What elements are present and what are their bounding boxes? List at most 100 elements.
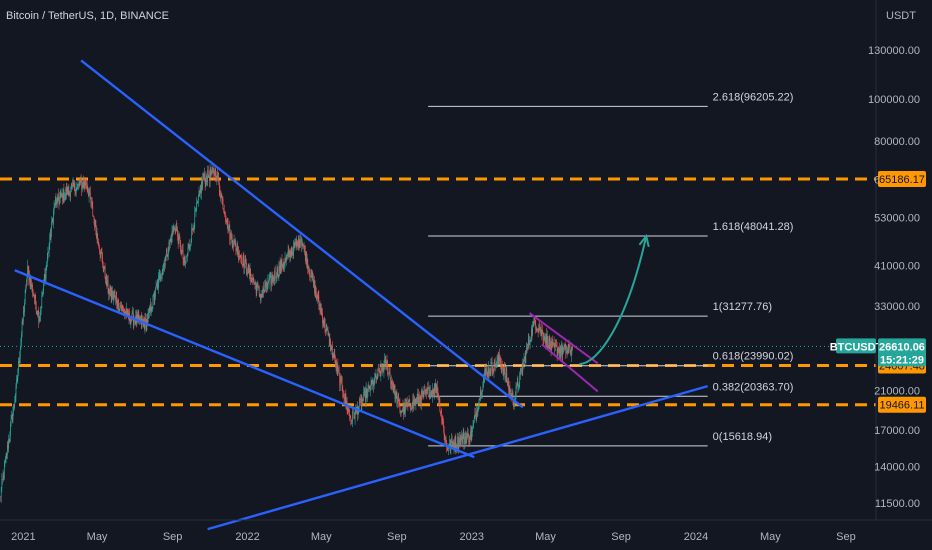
candle-body <box>521 368 523 372</box>
candle <box>182 243 183 253</box>
candle <box>13 404 15 409</box>
candle <box>527 332 529 349</box>
candle-body <box>516 381 518 386</box>
candle <box>7 440 9 452</box>
candle-body <box>285 257 287 261</box>
candle-body <box>10 424 11 436</box>
candle-body <box>133 320 135 326</box>
candle-body <box>206 181 208 183</box>
candle <box>114 288 116 302</box>
candle-body <box>96 233 98 238</box>
candle <box>324 318 326 334</box>
candle-body <box>373 380 374 387</box>
candle <box>369 386 371 393</box>
candle <box>145 312 146 324</box>
candle-body <box>111 290 113 298</box>
candle <box>507 377 509 388</box>
candle-body <box>11 415 13 421</box>
candle-body <box>387 373 389 375</box>
candle-body <box>106 275 108 286</box>
candle <box>64 192 65 203</box>
countdown-label: 15:21:29 <box>880 354 924 366</box>
candle-body <box>242 256 244 267</box>
candle <box>51 217 53 223</box>
candle <box>453 439 455 454</box>
trendlines-layer[interactable] <box>14 59 709 531</box>
candle-body <box>550 342 551 347</box>
candle <box>325 329 326 337</box>
candle <box>301 238 303 250</box>
candle <box>263 281 264 298</box>
candle-body <box>86 184 88 189</box>
channel-layer[interactable] <box>528 312 599 393</box>
candle-body <box>561 344 563 355</box>
candle <box>271 274 273 283</box>
candle-body <box>484 368 486 371</box>
candle <box>534 316 535 325</box>
candle <box>59 190 61 204</box>
candle <box>469 434 471 447</box>
candle <box>116 291 118 310</box>
candle-body <box>258 286 259 288</box>
candle-body <box>119 305 121 310</box>
time-axis[interactable]: 2021 May Sep 2022 May Sep 2023 May Sep 2024 May Sep <box>11 531 856 543</box>
candle-body <box>91 202 93 207</box>
candle <box>36 311 38 315</box>
descending-resistance-trendline[interactable] <box>80 59 524 409</box>
candle-body <box>361 399 363 407</box>
candle-body <box>526 347 528 349</box>
candle-body <box>386 360 388 364</box>
projection-layer[interactable] <box>579 233 650 366</box>
candle <box>222 195 223 206</box>
candle-body <box>443 421 444 428</box>
candle <box>94 218 95 231</box>
candle <box>416 393 418 404</box>
candle-body <box>424 389 426 391</box>
candle <box>320 303 322 315</box>
candle-body <box>482 387 484 391</box>
candle-body <box>189 244 191 248</box>
candle <box>202 172 204 191</box>
candle <box>331 345 333 350</box>
bull-flag-channel-line[interactable] <box>541 343 599 393</box>
candle-body <box>207 169 208 182</box>
candle <box>308 265 310 276</box>
candle <box>22 318 24 325</box>
candle <box>235 240 237 256</box>
candle-body <box>157 283 159 288</box>
candle-body <box>275 277 277 280</box>
candle <box>73 179 75 192</box>
descending-support-trendline[interactable] <box>14 269 475 459</box>
candle-body <box>354 416 355 419</box>
candle <box>68 184 70 197</box>
projection-curve[interactable] <box>579 235 648 366</box>
candle <box>400 410 401 417</box>
price-tick-label: 17000.00 <box>874 425 920 437</box>
candle <box>561 340 562 357</box>
candle <box>175 220 177 232</box>
fibonacci-extension[interactable]: 2.618(96205.22)1.618(48041.28)1(31277.76… <box>428 91 793 447</box>
time-tick-label: May <box>535 531 556 543</box>
candle-body <box>18 361 19 373</box>
rising-support-trendline[interactable] <box>207 385 709 531</box>
candle-body <box>132 312 134 314</box>
candle-body <box>42 295 43 296</box>
candle-body <box>62 193 64 202</box>
candle <box>236 243 238 256</box>
candle-body <box>51 221 52 232</box>
candle <box>242 251 244 267</box>
candle-body <box>250 268 251 279</box>
candle <box>451 432 452 446</box>
candle <box>132 306 134 315</box>
candle <box>192 223 194 231</box>
candle <box>184 254 186 266</box>
candle <box>148 305 150 319</box>
candle-body <box>479 399 481 400</box>
candle-body <box>182 249 183 251</box>
candle <box>58 196 60 210</box>
bull-flag-channel-line[interactable] <box>528 312 599 365</box>
candle <box>160 274 162 282</box>
candle-body <box>430 390 432 392</box>
